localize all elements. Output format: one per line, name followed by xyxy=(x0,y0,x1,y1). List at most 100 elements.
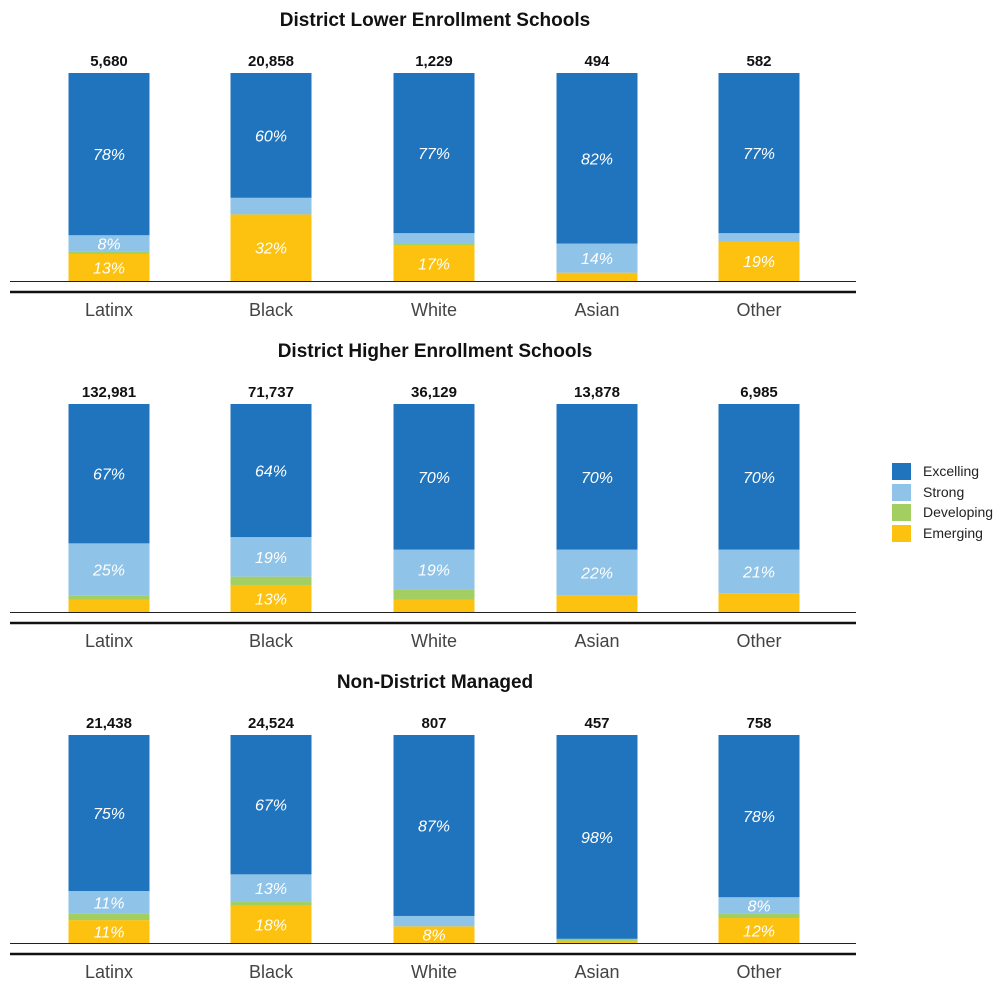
bar-segment-strong-latinx xyxy=(68,891,150,914)
data-label: 87% xyxy=(418,818,450,835)
bar-segment-strong-white xyxy=(393,549,475,590)
legend-label: Emerging xyxy=(923,524,983,541)
bar-segment-emerging-white xyxy=(393,599,475,612)
bar-segment-strong-other xyxy=(718,897,800,914)
chart-title: District Lower Enrollment Schools xyxy=(279,10,591,31)
x-tick-label: Black xyxy=(249,300,294,320)
bar-segment-developing-white xyxy=(393,589,475,600)
data-label: 21% xyxy=(742,564,775,581)
bar-segment-excelling-black xyxy=(230,404,312,538)
data-label: 77% xyxy=(418,146,450,163)
bar-segment-emerging-other xyxy=(718,241,800,281)
legend-swatch xyxy=(892,463,911,480)
bar-segment-emerging-white xyxy=(393,245,475,281)
bar-segment-emerging-white xyxy=(393,926,475,943)
bar-segment-emerging-black xyxy=(230,214,312,281)
legend-swatch xyxy=(892,504,911,521)
legend-label: Excelling xyxy=(923,463,980,479)
legend-swatch xyxy=(892,483,911,501)
legend-swatch xyxy=(892,524,911,542)
data-label: 32% xyxy=(255,241,287,258)
bar-segment-strong-latinx xyxy=(68,235,150,252)
bar-segment-excelling-asian xyxy=(556,73,638,244)
data-label: 17% xyxy=(418,256,450,273)
bar-total-label: 457 xyxy=(584,715,609,732)
data-label: 25% xyxy=(92,562,125,579)
data-label: 70% xyxy=(581,470,613,487)
x-tick-label: Other xyxy=(736,631,781,651)
bar-segment-strong-black xyxy=(230,537,312,577)
bar-segment-developing-latinx xyxy=(68,595,150,600)
bar-segment-developing-latinx xyxy=(68,251,150,254)
data-label: 14% xyxy=(581,251,613,268)
data-label: 8% xyxy=(747,899,770,916)
bar-total-label: 1,229 xyxy=(415,53,453,70)
data-label: 19% xyxy=(418,562,450,579)
data-label: 82% xyxy=(581,151,613,168)
data-label: 78% xyxy=(743,809,775,826)
x-tick-label: Black xyxy=(249,962,294,982)
bar-segment-developing-black xyxy=(230,901,312,906)
chart-plot: 25% 67% 132,981 Latinx 13% 19% 64% 71,737 Black 1… xyxy=(10,384,856,651)
x-tick-label: Latinx xyxy=(85,631,133,651)
data-label: 75% xyxy=(93,806,125,823)
bar-segment-emerging-black xyxy=(230,905,312,943)
legend-label: Developing xyxy=(923,504,994,520)
bar-segment-excelling-white xyxy=(393,73,475,234)
data-label: 11% xyxy=(94,895,125,912)
bar-total-label: 71,737 xyxy=(248,384,294,401)
x-tick-label: White xyxy=(411,631,457,651)
bar-segment-excelling-white xyxy=(393,404,475,550)
bar-segment-emerging-other xyxy=(718,593,800,612)
data-label: 13% xyxy=(255,591,287,608)
bar-total-label: 807 xyxy=(421,715,446,732)
bar-segment-excelling-black xyxy=(230,735,312,875)
x-tick-label: Latinx xyxy=(85,300,133,320)
bar-segment-excelling-other xyxy=(718,404,800,550)
x-tick-label: White xyxy=(411,962,457,982)
x-tick-label: Asian xyxy=(574,631,619,651)
bar-total-label: 6,985 xyxy=(740,384,778,401)
data-label: 19% xyxy=(255,550,287,567)
x-tick-label: Other xyxy=(736,300,781,320)
data-label: 67% xyxy=(255,798,287,815)
data-label: 8% xyxy=(97,237,120,254)
bar-segment-developing-other xyxy=(718,913,800,919)
bar-total-label: 21,438 xyxy=(86,715,132,732)
bar-segment-excelling-other xyxy=(718,735,800,898)
data-label: 78% xyxy=(93,147,125,164)
bar-segment-excelling-latinx xyxy=(68,404,150,544)
bar-segment-excelling-white xyxy=(393,735,475,916)
chart-plot: 11% 11% 75% 21,438 Latinx 18% 13% 67% 24,524 Blac… xyxy=(10,715,856,982)
data-label: 77% xyxy=(743,146,775,163)
bar-segment-excelling-asian xyxy=(556,404,638,550)
bar-segment-emerging-latinx xyxy=(68,599,150,612)
bar-segment-excelling-asian xyxy=(556,735,638,939)
chart-plot: 13% 8% 78% 5,680 Latinx 32% 60% 20,858 Black 17% 7… xyxy=(10,53,856,320)
bar-total-label: 758 xyxy=(746,715,771,732)
bar-total-label: 5,680 xyxy=(90,53,128,70)
bar-segment-strong-black xyxy=(230,197,312,215)
bar-segment-developing-asian xyxy=(556,938,638,941)
data-label: 67% xyxy=(93,467,125,484)
data-label: 60% xyxy=(255,128,287,145)
bar-segment-excelling-latinx xyxy=(68,735,150,891)
bar-total-label: 582 xyxy=(746,53,771,70)
bar-segment-developing-black xyxy=(230,576,312,585)
bar-segment-strong-latinx xyxy=(68,543,150,596)
data-label: 11% xyxy=(94,925,125,942)
data-label: 13% xyxy=(93,260,125,277)
bar-segment-emerging-asian xyxy=(556,272,638,281)
bar-segment-emerging-latinx xyxy=(68,253,150,281)
data-label: 12% xyxy=(743,924,775,941)
bar-segment-emerging-black xyxy=(230,584,312,612)
x-tick-label: Asian xyxy=(574,962,619,982)
chart-panel-non-district-managed: Non-District Managed 11% 11% 75% 21,438 Lati… xyxy=(0,662,870,992)
bar-segment-strong-asian xyxy=(556,549,638,596)
bar-segment-strong-white xyxy=(393,915,475,927)
bar-total-label: 36,129 xyxy=(411,384,457,401)
bar-segment-strong-other xyxy=(718,233,800,242)
x-tick-label: Black xyxy=(249,631,294,651)
bar-segment-strong-asian xyxy=(556,243,638,273)
legend-label: Strong xyxy=(923,483,965,500)
